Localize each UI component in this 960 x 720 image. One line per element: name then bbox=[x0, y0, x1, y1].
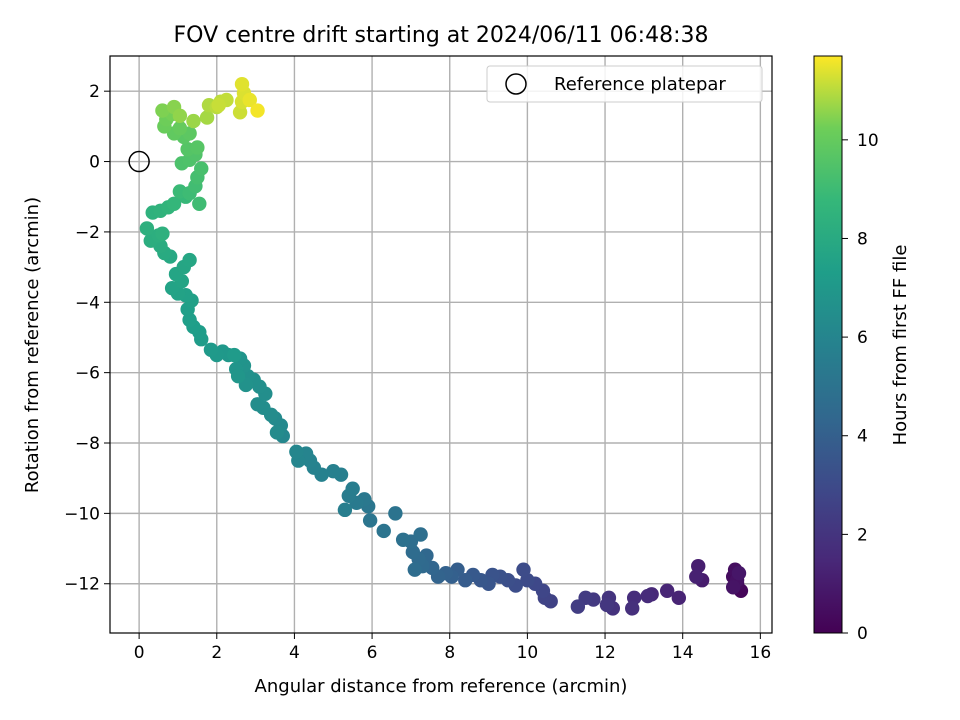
x-tick-label: 10 bbox=[517, 643, 539, 663]
data-point bbox=[155, 226, 170, 241]
x-tick-label: 8 bbox=[444, 643, 455, 663]
data-point bbox=[230, 368, 246, 384]
data-point bbox=[269, 425, 285, 440]
y-axis-ticks: 2 0 −2 −4 −6 −8 −10 −12 bbox=[64, 82, 110, 595]
y-tick-label: 2 bbox=[89, 82, 100, 102]
plot-frame bbox=[109, 55, 773, 634]
y-tick-label: −6 bbox=[75, 364, 100, 384]
x-tick-label: 0 bbox=[134, 643, 145, 663]
data-point bbox=[388, 506, 403, 521]
data-point bbox=[689, 569, 704, 584]
x-tick-label: 14 bbox=[672, 643, 694, 663]
data-point bbox=[139, 221, 155, 236]
y-tick-label: −8 bbox=[75, 434, 100, 454]
colorbar-tick-label: 2 bbox=[857, 525, 868, 545]
colorbar bbox=[813, 55, 843, 634]
x-axis-ticks: 0 2 4 6 8 10 12 14 16 bbox=[134, 633, 771, 663]
colorbar-tick-label: 10 bbox=[857, 131, 879, 151]
colorbar-tick-label: 4 bbox=[857, 427, 868, 447]
y-tick-label: −12 bbox=[64, 575, 100, 595]
x-tick-label: 4 bbox=[289, 643, 300, 663]
x-tick-label: 16 bbox=[750, 643, 772, 663]
legend-box bbox=[486, 65, 763, 103]
data-point bbox=[182, 252, 197, 268]
y-tick-label: 0 bbox=[89, 153, 100, 173]
colorbar-tick-label: 0 bbox=[857, 624, 868, 644]
data-point bbox=[671, 590, 687, 606]
colorbar-tick-label: 8 bbox=[857, 229, 868, 249]
colorbar-ticks: 0 2 4 6 8 10 bbox=[842, 131, 879, 644]
legend-label: Reference platepar bbox=[554, 74, 726, 95]
data-point bbox=[599, 597, 615, 613]
data-point bbox=[194, 161, 209, 176]
data-point bbox=[659, 583, 675, 598]
reference-point-icon bbox=[128, 150, 150, 173]
x-axis-label: Angular distance from reference (arcmin) bbox=[255, 676, 628, 697]
data-point bbox=[326, 463, 341, 479]
data-point bbox=[376, 523, 391, 539]
data-point bbox=[227, 347, 242, 363]
data-point bbox=[407, 562, 422, 577]
colorbar-label: Hours from first FF file bbox=[890, 245, 911, 446]
data-point bbox=[337, 502, 353, 518]
data-point bbox=[458, 573, 473, 588]
data-point bbox=[186, 113, 201, 129]
data-point bbox=[395, 532, 411, 547]
data-point bbox=[731, 565, 747, 581]
y-axis-label: Rotation from reference (arcmin) bbox=[22, 197, 43, 493]
x-tick-label: 6 bbox=[367, 643, 378, 663]
legend-marker-icon bbox=[505, 73, 527, 95]
y-tick-label: −4 bbox=[75, 293, 100, 313]
reference-marker bbox=[128, 150, 150, 173]
data-points bbox=[139, 76, 749, 616]
grid-lines bbox=[110, 56, 772, 633]
data-point bbox=[413, 527, 428, 542]
data-point bbox=[250, 103, 265, 118]
data-point bbox=[166, 196, 182, 211]
data-point bbox=[199, 110, 215, 125]
data-point bbox=[345, 481, 360, 496]
data-point bbox=[234, 76, 250, 92]
data-point bbox=[242, 92, 257, 108]
data-point bbox=[362, 513, 378, 528]
chart-title: FOV centre drift starting at 2024/06/11 … bbox=[174, 23, 709, 48]
data-point bbox=[725, 580, 741, 595]
legend: Reference platepar bbox=[486, 65, 763, 103]
data-point bbox=[211, 98, 226, 113]
data-point bbox=[516, 562, 531, 577]
data-point bbox=[640, 588, 655, 604]
x-tick-label: 2 bbox=[211, 643, 222, 663]
data-point bbox=[203, 342, 219, 357]
data-point bbox=[250, 397, 265, 412]
data-point bbox=[192, 196, 207, 211]
data-point bbox=[190, 140, 205, 155]
data-point bbox=[172, 120, 188, 136]
data-point bbox=[570, 599, 586, 614]
data-point bbox=[625, 601, 640, 616]
y-tick-label: −10 bbox=[64, 504, 100, 524]
x-tick-label: 12 bbox=[594, 643, 616, 663]
y-tick-label: −2 bbox=[75, 223, 100, 243]
data-point bbox=[289, 444, 304, 460]
data-point bbox=[155, 103, 170, 118]
colorbar-tick-label: 6 bbox=[857, 328, 868, 348]
data-point bbox=[172, 108, 188, 124]
